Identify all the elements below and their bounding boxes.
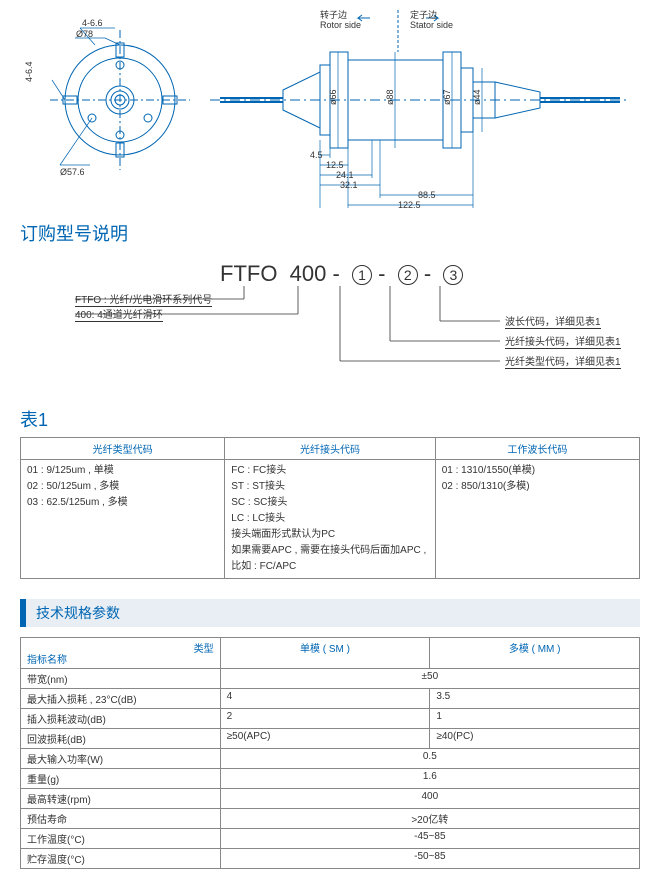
spec-row-span: 1.6: [220, 769, 639, 789]
dim-d67: ø67: [442, 89, 452, 105]
spec-row-name: 最大插入损耗 , 23°C(dB): [21, 689, 221, 709]
dim-l321: 32.1: [340, 180, 358, 190]
spec-row: 插入损耗波动(dB)21: [21, 709, 640, 729]
spec-row: 最高转速(rpm)400: [21, 789, 640, 809]
t1-c3-1: 02 : 850/1310(多模): [442, 479, 633, 495]
dim-d44: ø44: [472, 89, 482, 105]
t1-c2-6: 比如 : FC/APC: [231, 559, 428, 575]
spec-row: 回波损耗(dB)≥50(APC)≥40(PC): [21, 729, 640, 749]
spec-row-span: >20亿转: [220, 809, 639, 829]
ord-p3-desc: 光纤类型代码，详细见表1: [505, 353, 621, 369]
dim-d78: Ø78: [76, 29, 93, 39]
t1-c2-2: SC : SC接头: [231, 495, 428, 511]
t1-h1: 光纤类型代码: [21, 438, 225, 460]
spec-row: 重量(g)1.6: [21, 769, 640, 789]
rotor-en: Rotor side: [320, 20, 361, 30]
spec-row-span: 0.5: [220, 749, 639, 769]
dim-d576: Ø57.6: [60, 167, 85, 177]
ordering-diagram: FTFO 400 - 1 - 2 - 3 FTFO : 光纤/光电滑环系列代号 …: [20, 261, 640, 391]
spec-row: 贮存温度(°C)-50~85: [21, 849, 640, 869]
table1: 光纤类型代码 光纤接头代码 工作波长代码 01 : 9/125um , 单模 0…: [20, 437, 640, 579]
spec-row-sm: ≥50(APC): [220, 729, 430, 749]
spec-row-mm: ≥40(PC): [430, 729, 640, 749]
dim-d88: ø88: [385, 89, 395, 105]
dim-slot2: 4-6.4: [24, 61, 34, 82]
spec-row-name: 插入损耗波动(dB): [21, 709, 221, 729]
spec-row-name: 贮存温度(°C): [21, 849, 221, 869]
spec-row-sm: 2: [220, 709, 430, 729]
drawing-svg: 4-6.6 Ø78 4-6.4 Ø57.6 转子边 定子边 Rotor side…: [20, 10, 640, 210]
spec-row: 最大插入损耗 , 23°C(dB)43.5: [21, 689, 640, 709]
spec-row: 带宽(nm)±50: [21, 669, 640, 689]
stator-cn: 定子边: [410, 10, 437, 20]
spec-row-name: 回波损耗(dB): [21, 729, 221, 749]
spec-row-span: -45~85: [220, 829, 639, 849]
t1-c2-4: 接头端面形式默认为PC: [231, 527, 428, 543]
spec-row-sm: 4: [220, 689, 430, 709]
spec-row-name: 重量(g): [21, 769, 221, 789]
spec-corner: 类型 指标名称: [21, 638, 221, 669]
spec-row-name: 工作温度(°C): [21, 829, 221, 849]
spec-h-mm: 多模 ( MM ): [430, 638, 640, 669]
t1-c2-5: 如果需要APC , 需要在接头代码后面加APC ,: [231, 543, 428, 559]
dim-l1225: 122.5: [398, 200, 421, 210]
t1-c1-0: 01 : 9/125um , 单模: [27, 463, 218, 479]
spec-row-name: 带宽(nm): [21, 669, 221, 689]
spec-corner-r: 类型: [194, 640, 214, 655]
t1-c1-1: 02 : 50/125um , 多模: [27, 479, 218, 495]
t1-c2-0: FC : FC接头: [231, 463, 428, 479]
t1-h3: 工作波长代码: [435, 438, 639, 460]
t1-c2-1: ST : ST接头: [231, 479, 428, 495]
spec-row-span: ±50: [220, 669, 639, 689]
spec-row-mm: 3.5: [430, 689, 640, 709]
spec-table: 类型 指标名称 单模 ( SM ) 多模 ( MM ) 带宽(nm)±50最大插…: [20, 637, 640, 869]
dim-slot: 4-6.6: [82, 18, 103, 28]
spec-row-name: 预估寿命: [21, 809, 221, 829]
ord-num-desc: 400: 4通道光纤滑环: [75, 306, 163, 322]
ord-ftfo-desc: FTFO : 光纤/光电滑环系列代号: [75, 291, 212, 307]
spec-row-name: 最大输入功率(W): [21, 749, 221, 769]
t1-c1-2: 03 : 62.5/125um , 多模: [27, 495, 218, 511]
ord-p1-desc: 波长代码，详细见表1: [505, 313, 601, 329]
spec-title: 技术规格参数: [20, 599, 640, 627]
spec-row: 最大输入功率(W)0.5: [21, 749, 640, 769]
technical-drawing: 4-6.6 Ø78 4-6.4 Ø57.6 转子边 定子边 Rotor side…: [20, 10, 640, 210]
t1-c2: FC : FC接头 ST : ST接头 SC : SC接头 LC : LC接头 …: [225, 460, 435, 579]
spec-row-span: 400: [220, 789, 639, 809]
dim-d66: ø66: [328, 89, 338, 105]
ordering-title: 订购型号说明: [20, 220, 640, 246]
dim-l125: 12.5: [326, 160, 344, 170]
spec-row-mm: 1: [430, 709, 640, 729]
t1-c3: 01 : 1310/1550(单模) 02 : 850/1310(多模): [435, 460, 639, 579]
t1-h2: 光纤接头代码: [225, 438, 435, 460]
dim-l45: 4.5: [310, 150, 323, 160]
dim-l885: 88.5: [418, 190, 436, 200]
ord-p2-desc: 光纤接头代码，详细见表1: [505, 333, 621, 349]
table1-title: 表1: [20, 406, 640, 432]
t1-c2-3: LC : LC接头: [231, 511, 428, 527]
spec-corner-l: 指标名称: [27, 651, 67, 666]
spec-h-sm: 单模 ( SM ): [220, 638, 430, 669]
spec-row: 工作温度(°C)-45~85: [21, 829, 640, 849]
t1-c1: 01 : 9/125um , 单模 02 : 50/125um , 多模 03 …: [21, 460, 225, 579]
spec-row: 预估寿命>20亿转: [21, 809, 640, 829]
spec-row-span: -50~85: [220, 849, 639, 869]
spec-row-name: 最高转速(rpm): [21, 789, 221, 809]
dim-l241: 24.1: [336, 170, 354, 180]
stator-en: Stator side: [410, 20, 453, 30]
t1-c3-0: 01 : 1310/1550(单模): [442, 463, 633, 479]
rotor-cn: 转子边: [320, 10, 347, 20]
